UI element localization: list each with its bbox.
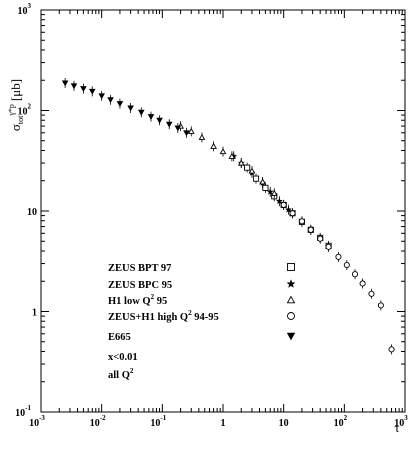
data-point bbox=[127, 105, 134, 112]
data-point bbox=[388, 346, 395, 353]
data-point bbox=[107, 97, 114, 104]
axis-ticks bbox=[40, 10, 405, 413]
series-5 bbox=[61, 77, 190, 138]
data-point bbox=[335, 253, 342, 260]
data-point bbox=[266, 188, 274, 195]
legend-marker bbox=[287, 263, 295, 271]
x-tick-label: 102 bbox=[334, 414, 348, 429]
chart-note: all Q2 bbox=[108, 367, 134, 381]
data-point bbox=[262, 184, 269, 191]
y-axis-title-sigma: σ bbox=[8, 124, 23, 131]
x-tick-label: 10 bbox=[279, 418, 289, 429]
data-point bbox=[237, 159, 245, 166]
legend-label: H1 low Q2 95 bbox=[108, 293, 167, 307]
data-point bbox=[116, 101, 124, 108]
legend-label: ZEUS BPC 95 bbox=[108, 280, 172, 291]
data-point bbox=[248, 167, 256, 174]
data-point bbox=[270, 189, 278, 196]
data-point bbox=[275, 197, 283, 205]
plot-frame bbox=[40, 9, 406, 413]
data-point bbox=[377, 302, 384, 309]
legend-label: ZEUS+H1 high Q2 94-95 bbox=[108, 309, 219, 323]
y-tick-label: 1 bbox=[32, 308, 37, 319]
data-point bbox=[138, 109, 145, 116]
data-point bbox=[88, 88, 96, 95]
data-point bbox=[317, 235, 324, 242]
data-point bbox=[343, 261, 350, 269]
legend-label: E665 bbox=[108, 332, 131, 343]
y-tick-label: 10-1 bbox=[15, 404, 31, 419]
data-point bbox=[98, 93, 105, 100]
data-point bbox=[174, 125, 182, 132]
series-4 bbox=[280, 199, 395, 355]
y-axis-title-sup: γ*p bbox=[7, 104, 16, 117]
data-point bbox=[307, 226, 314, 233]
data-point bbox=[147, 114, 155, 121]
x-tick-label: 1 bbox=[221, 418, 226, 429]
data-point bbox=[244, 164, 251, 171]
x-axis-title: τ bbox=[394, 420, 399, 435]
data-point bbox=[359, 280, 366, 287]
data-point bbox=[289, 210, 296, 217]
data-point bbox=[252, 175, 260, 182]
x-tick-labels: 10-3 10-2 10-1 1 10 102 103 bbox=[29, 414, 408, 429]
y-tick-labels: 10-1 1 10 102 103 bbox=[15, 2, 37, 419]
x-tick-label: 10-2 bbox=[90, 414, 106, 429]
data-point bbox=[198, 133, 206, 140]
data-point bbox=[259, 178, 266, 185]
data-point bbox=[80, 86, 87, 93]
y-axis-title-unit: [μb] bbox=[8, 79, 23, 101]
data-point bbox=[61, 80, 69, 87]
data-point bbox=[351, 271, 359, 278]
data-point bbox=[70, 83, 78, 90]
data-point bbox=[228, 152, 236, 159]
legend-label: ZEUS BPT 97 bbox=[108, 263, 171, 274]
x-tick-label: 10-1 bbox=[150, 414, 166, 429]
y-tick-label: 10 bbox=[27, 207, 37, 218]
chart-note: x<0.01 bbox=[108, 352, 138, 363]
y-tick-label: 103 bbox=[18, 2, 32, 17]
data-point bbox=[165, 121, 173, 128]
legend-marker bbox=[286, 332, 296, 341]
data-points bbox=[61, 77, 395, 355]
data-point bbox=[368, 290, 375, 297]
data-point bbox=[183, 130, 190, 137]
data-point bbox=[156, 117, 163, 124]
y-axis-title: σtotγ*p [μb] bbox=[7, 79, 25, 131]
data-point bbox=[325, 243, 332, 250]
data-point bbox=[280, 201, 287, 208]
data-point bbox=[219, 148, 227, 155]
series-3 bbox=[177, 121, 278, 199]
legend-marker bbox=[287, 312, 295, 320]
data-point bbox=[187, 127, 195, 134]
legend-marker bbox=[286, 279, 296, 288]
y-axis-title-sub: tot bbox=[16, 115, 25, 124]
data-point bbox=[284, 206, 292, 213]
y-tick-label: 102 bbox=[18, 103, 32, 118]
legend: ZEUS BPT 97 ZEUS BPC 95 H1 low Q2 95 ZEUS+H… bbox=[108, 263, 296, 381]
data-point bbox=[298, 218, 305, 225]
legend-marker bbox=[286, 295, 296, 304]
data-point bbox=[210, 142, 217, 149]
x-tick-label: 10-3 bbox=[29, 414, 45, 429]
x-tick-label: 103 bbox=[394, 414, 408, 429]
